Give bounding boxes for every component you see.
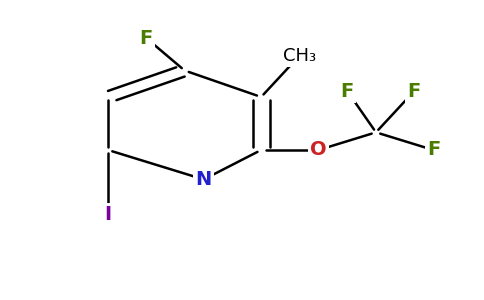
Text: F: F	[341, 82, 354, 100]
Text: I: I	[105, 205, 112, 224]
Text: F: F	[427, 140, 440, 160]
Text: CH₃: CH₃	[283, 47, 316, 65]
Text: F: F	[140, 28, 153, 48]
Text: N: N	[196, 170, 212, 189]
Text: F: F	[408, 82, 421, 100]
Text: O: O	[310, 140, 327, 160]
